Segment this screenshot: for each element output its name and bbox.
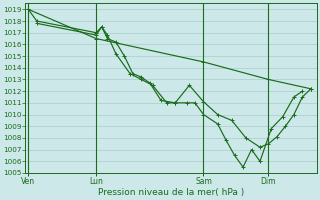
- X-axis label: Pression niveau de la mer( hPa ): Pression niveau de la mer( hPa ): [98, 188, 244, 197]
